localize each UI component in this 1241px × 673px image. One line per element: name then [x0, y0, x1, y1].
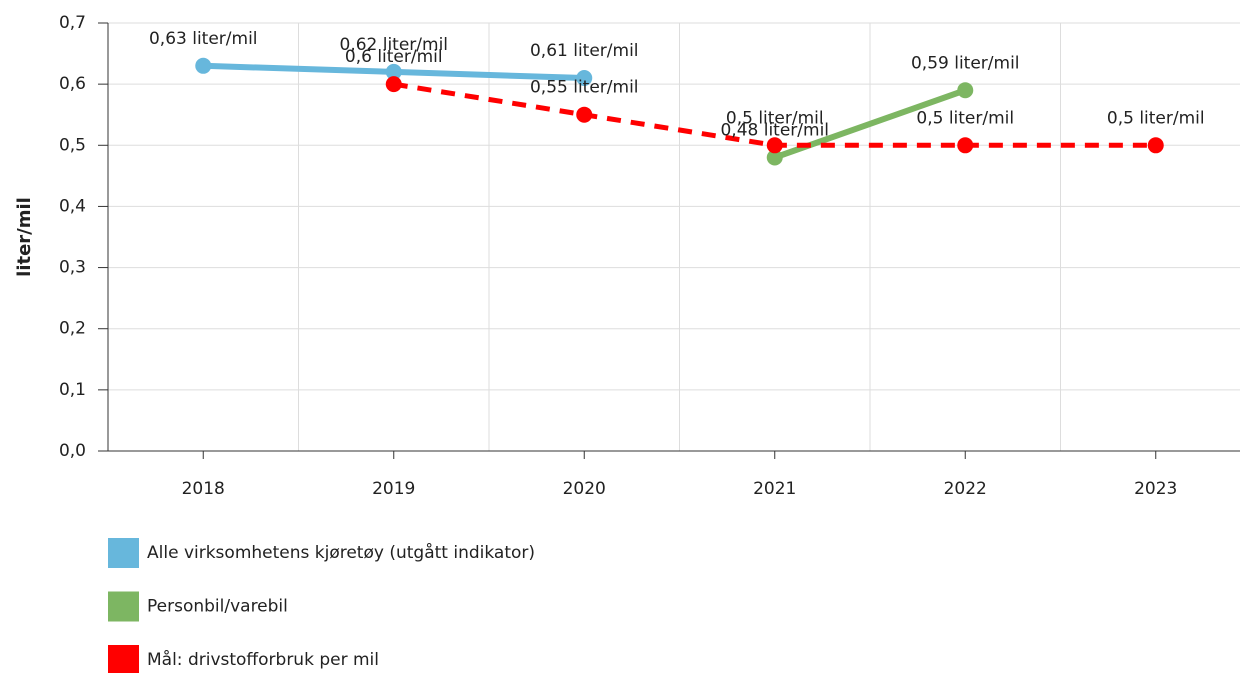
- y-axis-title: liter/mil: [14, 197, 35, 277]
- x-tick-label: 2023: [1134, 479, 1177, 499]
- y-tick-label: 0,4: [59, 196, 86, 216]
- point: [766, 137, 783, 154]
- point: [766, 149, 783, 166]
- data-label: 0,5 liter/mil: [1107, 108, 1205, 128]
- point: [576, 70, 593, 87]
- data-label: 0,55 liter/mil: [530, 78, 639, 98]
- y-tick-label: 0,5: [59, 135, 86, 155]
- legend-swatch: [108, 591, 139, 622]
- y-tick-label: 0,6: [59, 74, 86, 94]
- y-tick-label: 0,1: [59, 380, 86, 400]
- point: [1147, 137, 1164, 154]
- point: [195, 57, 212, 74]
- point: [385, 76, 402, 93]
- data-label: 0,48 liter/mil: [720, 121, 829, 141]
- data-label: 0,59 liter/mil: [911, 53, 1020, 73]
- y-tick-label: 0,0: [59, 441, 86, 461]
- legend-swatch: [108, 645, 139, 673]
- data-label: 0,62 liter/mil: [339, 35, 448, 55]
- point: [957, 137, 974, 154]
- y-tick-label: 0,2: [59, 319, 86, 339]
- x-tick-label: 2018: [182, 479, 225, 499]
- data-label: 0,5 liter/mil: [916, 108, 1014, 128]
- legend-swatch: [108, 538, 139, 568]
- legend-label: Alle virksomhetens kjøretøy (utgått indi…: [147, 542, 535, 563]
- y-tick-label: 0,7: [59, 13, 86, 33]
- data-label: 0,5 liter/mil: [726, 108, 824, 128]
- point: [957, 82, 974, 99]
- x-tick-label: 2022: [944, 479, 987, 499]
- data-label: 0,61 liter/mil: [530, 41, 639, 61]
- x-tick-label: 2021: [753, 479, 796, 499]
- point: [576, 106, 593, 123]
- point: [385, 63, 402, 80]
- x-tick-label: 2019: [372, 479, 415, 499]
- y-tick-label: 0,3: [59, 258, 86, 278]
- legend-label: Personbil/varebil: [147, 597, 288, 617]
- legend-label: Mål: drivstofforbruk per mil: [147, 649, 379, 670]
- data-label: 0,6 liter/mil: [345, 47, 443, 67]
- x-tick-label: 2020: [563, 479, 606, 499]
- data-label: 0,63 liter/mil: [149, 29, 258, 49]
